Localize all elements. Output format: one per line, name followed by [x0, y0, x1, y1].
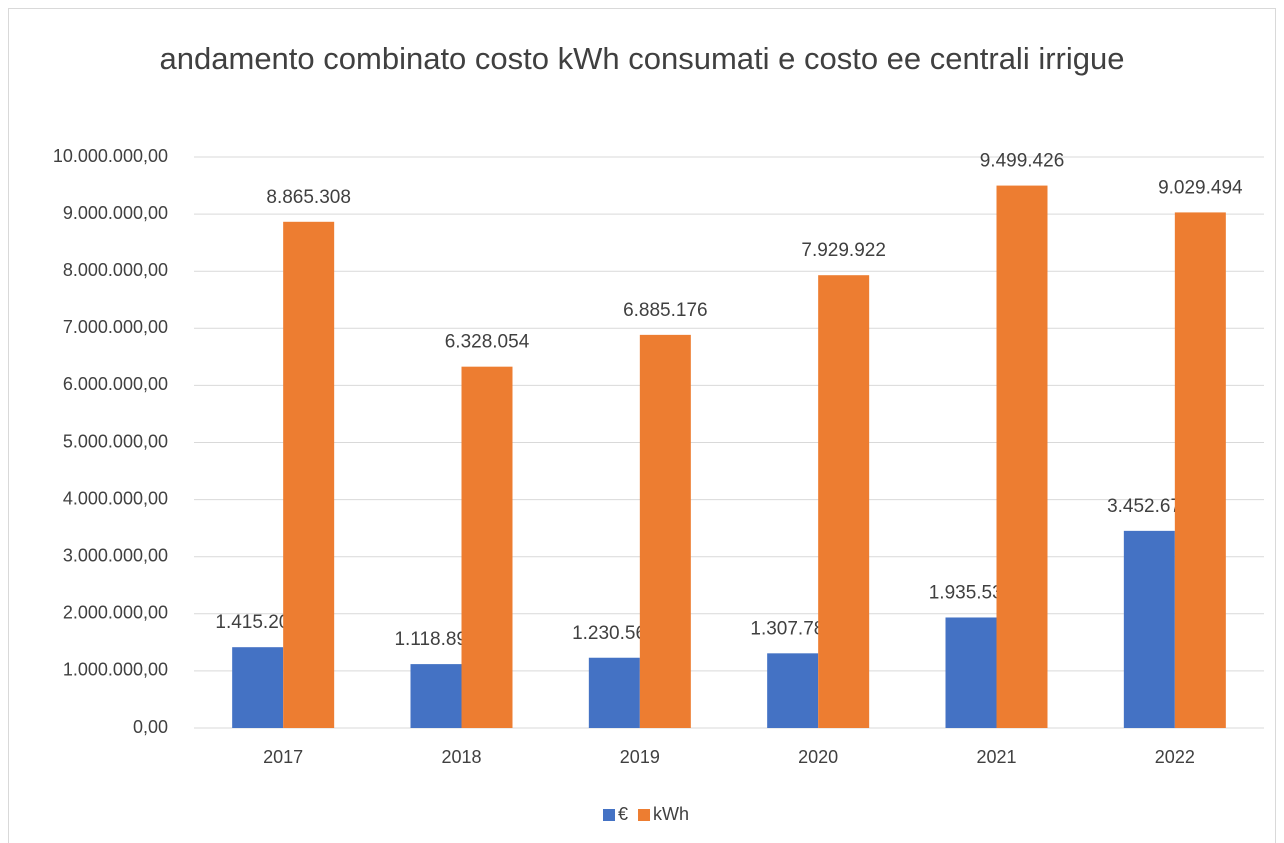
data-label: 6.885.176	[623, 300, 708, 321]
bar	[588, 657, 640, 728]
x-tick-label: 2020	[798, 747, 838, 767]
y-tick-label: 8.000.000,00	[63, 260, 168, 280]
bar	[461, 366, 513, 728]
legend-swatch	[603, 809, 615, 821]
data-label: 1.415.203	[215, 612, 300, 633]
data-label: 9.499.426	[980, 151, 1065, 172]
x-tick-label: 2019	[620, 747, 660, 767]
data-label: 1.230.569	[572, 623, 657, 644]
data-label: 1.307.784	[750, 618, 835, 639]
bar	[410, 664, 462, 728]
y-tick-label: 3.000.000,00	[63, 545, 168, 565]
legend-swatch	[638, 809, 651, 821]
y-tick-label: 9.000.000,00	[63, 203, 168, 223]
data-label: 9.029.494	[1158, 177, 1243, 198]
y-tick-label: 4.000.000,00	[63, 488, 168, 508]
data-label: 7.929.922	[801, 240, 886, 261]
bar	[767, 653, 819, 728]
x-tick-label: 2022	[1155, 747, 1195, 767]
y-tick-label: 10.000.000,00	[53, 146, 168, 166]
data-label: 8.865.308	[266, 187, 351, 208]
bar	[818, 275, 870, 728]
data-label: 1.935.530	[929, 582, 1014, 603]
bar	[945, 617, 997, 728]
data-label: 6.328.054	[445, 332, 530, 353]
bar	[1123, 530, 1175, 728]
chart-border	[8, 8, 1276, 843]
y-tick-label: 1.000.000,00	[63, 660, 168, 680]
data-label: 1.118.898	[394, 629, 477, 650]
x-tick-label: 2018	[441, 747, 481, 767]
legend-label: €	[618, 804, 628, 824]
data-label: 3.452.674	[1107, 496, 1192, 517]
x-tick-label: 2021	[976, 747, 1016, 767]
y-tick-label: 5.000.000,00	[63, 431, 168, 451]
y-tick-label: 0,00	[133, 717, 168, 737]
bar	[232, 647, 284, 728]
bar	[996, 185, 1048, 729]
legend-label: kWh	[653, 804, 689, 824]
y-tick-label: 7.000.000,00	[63, 317, 168, 337]
y-tick-label: 2.000.000,00	[63, 603, 168, 623]
bar	[283, 221, 335, 729]
bar	[1174, 212, 1226, 728]
x-tick-label: 2017	[263, 747, 303, 767]
chart-title: andamento combinato costo kWh consumati …	[159, 41, 1125, 76]
y-tick-label: 6.000.000,00	[63, 374, 168, 394]
bar	[639, 334, 691, 728]
